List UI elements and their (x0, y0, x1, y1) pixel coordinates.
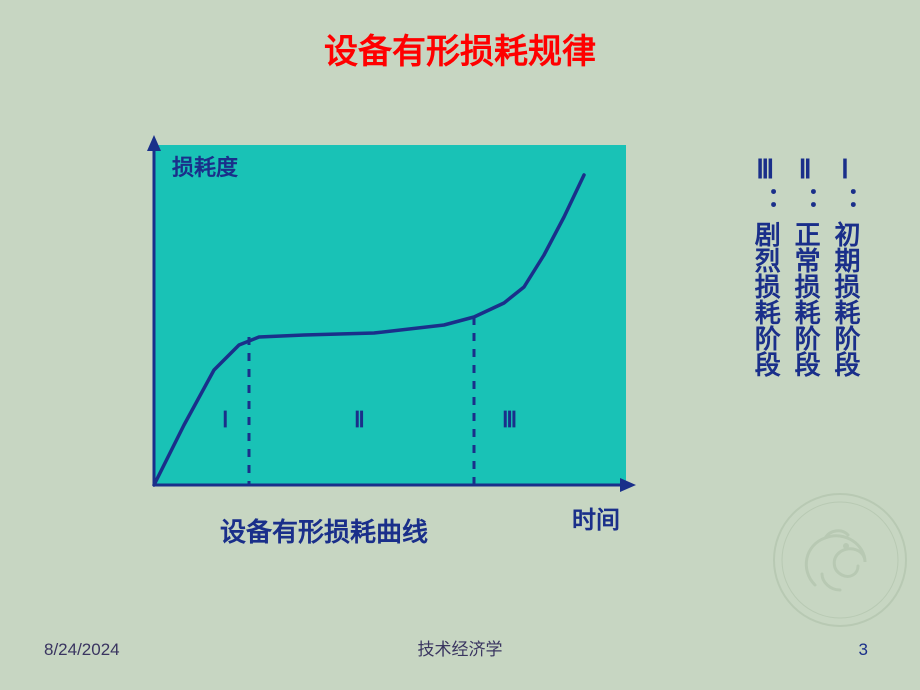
wear-curve-chart: 损耗度 Ⅰ Ⅱ Ⅲ (140, 135, 640, 495)
slide-title: 设备有形损耗规律 (0, 24, 920, 73)
legend-item: Ⅱ： 正常损耗阶段 (790, 155, 820, 377)
legend-item-text: 初期损耗阶段 (830, 221, 860, 377)
legend-item-text: 正常损耗阶段 (790, 221, 820, 377)
legend-item: Ⅰ： 初期损耗阶段 (830, 155, 860, 377)
legend-item-number: Ⅲ： (750, 155, 780, 215)
decorative-watermark (770, 490, 910, 630)
chart-caption: 设备有形损耗曲线 (220, 512, 428, 549)
svg-text:Ⅱ: Ⅱ (354, 407, 365, 432)
legend: Ⅰ： 初期损耗阶段 Ⅱ： 正常损耗阶段 Ⅲ： 剧烈损耗阶段 (750, 155, 860, 377)
legend-item-number: Ⅰ： (830, 155, 860, 215)
svg-text:Ⅰ: Ⅰ (222, 407, 229, 432)
x-axis-label: 时间 (572, 500, 620, 535)
footer-subject: 技术经济学 (0, 635, 920, 660)
svg-text:损耗度: 损耗度 (172, 155, 239, 180)
legend-item-number: Ⅱ： (790, 155, 820, 215)
footer-page-number: 3 (859, 640, 868, 660)
legend-item-text: 剧烈损耗阶段 (750, 221, 780, 377)
chart-container: 损耗度 Ⅰ Ⅱ Ⅲ (140, 135, 640, 500)
legend-item: Ⅲ： 剧烈损耗阶段 (750, 155, 780, 377)
svg-text:Ⅲ: Ⅲ (502, 407, 517, 432)
